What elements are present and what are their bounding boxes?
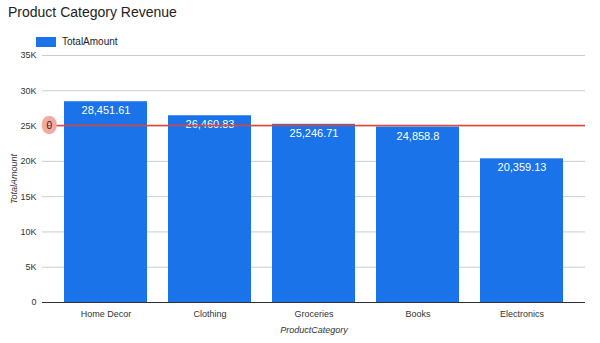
svg-text:25,246.71: 25,246.71 [290, 127, 339, 139]
svg-text:Books: Books [405, 309, 431, 319]
html-text:Product Category Revenue: Product Category Revenue [8, 4, 177, 20]
svg-text:10K: 10K [20, 227, 36, 237]
svg-text:20K: 20K [20, 156, 36, 166]
svg-text:Electronics: Electronics [500, 309, 545, 319]
svg-text:TotalAmount: TotalAmount [9, 153, 19, 204]
svg-text:20,359.13: 20,359.13 [498, 161, 547, 173]
svg-text:Groceries: Groceries [294, 309, 334, 319]
svg-text:0: 0 [31, 297, 36, 307]
svg-text:26,460.83: 26,460.83 [186, 118, 235, 130]
svg-text:5K: 5K [25, 262, 36, 272]
svg-text:35K: 35K [20, 50, 36, 60]
html-text:TotalAmount: TotalAmount [62, 36, 118, 47]
svg-text:Clothing: Clothing [193, 309, 226, 319]
svg-text:30K: 30K [20, 86, 36, 96]
svg-text:0: 0 [47, 120, 53, 131]
svg-text:24,858.8: 24,858.8 [397, 130, 440, 142]
svg-text:28,451.61: 28,451.61 [82, 104, 131, 116]
svg-text:Home Decor: Home Decor [81, 309, 132, 319]
svg-text:15K: 15K [20, 192, 36, 202]
svg-text:ProductCategory: ProductCategory [280, 325, 348, 335]
svg-text:25K: 25K [20, 121, 36, 131]
